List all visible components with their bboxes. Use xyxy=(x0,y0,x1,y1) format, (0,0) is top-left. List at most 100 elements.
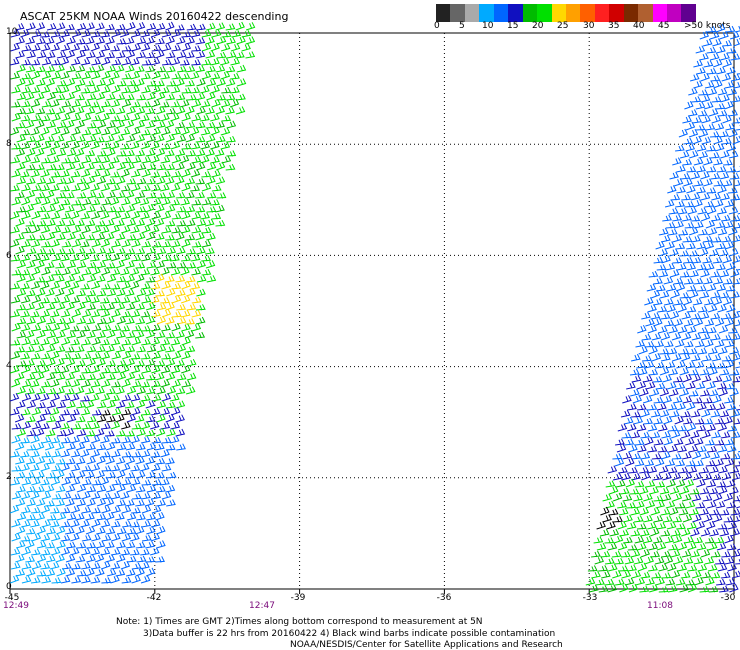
wind-barb xyxy=(21,364,31,374)
wind-barb xyxy=(141,59,152,66)
wind-barb xyxy=(15,346,26,353)
wind-barb xyxy=(65,92,76,101)
wind-barb xyxy=(688,250,699,257)
wind-barb xyxy=(160,422,171,430)
wind-barb xyxy=(639,466,649,474)
wind-barb xyxy=(685,361,696,369)
wind-barb xyxy=(181,112,191,122)
wind-barb xyxy=(725,382,736,390)
wind-barb xyxy=(121,225,131,234)
wind-barb xyxy=(100,379,111,388)
wind-barb xyxy=(36,401,46,409)
wind-barb xyxy=(675,578,686,586)
wind-barb xyxy=(657,402,667,411)
wind-barb xyxy=(106,471,116,479)
wind-barb xyxy=(116,499,126,507)
wind-barb xyxy=(690,171,701,180)
wind-barb xyxy=(624,556,635,565)
wind-barb xyxy=(76,470,86,479)
wind-barb xyxy=(702,38,713,47)
wind-barb xyxy=(176,134,187,143)
wind-barb xyxy=(686,422,697,432)
wind-barb xyxy=(11,269,22,276)
wind-barb xyxy=(110,44,121,52)
wind-barb xyxy=(235,51,245,59)
wind-barb xyxy=(191,241,202,248)
wind-barb xyxy=(185,105,195,115)
wind-barb xyxy=(20,128,31,136)
wind-barb xyxy=(641,355,652,362)
wind-barb xyxy=(665,241,675,250)
wind-barb xyxy=(96,414,107,423)
wind-barb xyxy=(151,505,162,514)
wind-barb xyxy=(131,43,141,52)
wind-barb xyxy=(76,541,87,549)
wind-barb xyxy=(140,253,151,262)
wind-barb xyxy=(36,177,47,185)
wind-barb xyxy=(643,417,653,425)
wind-barb xyxy=(136,206,147,213)
wind-barb xyxy=(90,183,100,192)
wind-barb xyxy=(95,36,106,45)
wind-barb xyxy=(200,212,210,220)
wind-barb xyxy=(106,387,116,395)
wind-barb xyxy=(653,256,664,264)
legend-swatch xyxy=(681,4,696,22)
wind-barb xyxy=(20,114,31,122)
wind-barb xyxy=(651,572,662,579)
wind-barb xyxy=(664,199,675,208)
legend-swatch xyxy=(652,4,667,22)
wind-barb xyxy=(206,22,216,31)
wind-barb xyxy=(225,106,235,115)
wind-barb xyxy=(40,504,51,514)
wind-barb xyxy=(30,506,41,514)
wind-barb xyxy=(26,247,37,255)
lon-tick--39: -39 xyxy=(290,593,306,603)
wind-barb xyxy=(101,283,111,290)
wind-barb xyxy=(655,382,666,390)
wind-barb xyxy=(146,345,157,353)
wind-barb xyxy=(94,553,105,563)
wind-barb xyxy=(663,437,673,446)
wind-barb xyxy=(51,421,62,430)
wind-barb xyxy=(135,470,146,479)
wind-barb xyxy=(686,325,697,334)
wind-barb xyxy=(667,585,678,593)
wind-barb xyxy=(15,191,25,199)
wind-barb xyxy=(36,247,47,255)
wind-barb xyxy=(717,422,728,432)
wind-speed-legend-labels: 0 5 10 15 20 25 30 35 40 45 >50 knots xyxy=(432,21,738,33)
wind-barb xyxy=(121,520,132,528)
wind-barb xyxy=(715,500,726,509)
wind-barb xyxy=(45,541,56,549)
wind-barb xyxy=(16,360,27,367)
wind-barb xyxy=(612,570,622,579)
wind-barb xyxy=(643,375,653,383)
wind-barb xyxy=(90,463,101,472)
wind-barb xyxy=(35,191,46,199)
wind-barb xyxy=(135,149,146,157)
wind-barb xyxy=(722,255,733,264)
wind-barb xyxy=(135,567,145,577)
wind-barb xyxy=(709,31,720,40)
wind-barb xyxy=(106,484,116,493)
wind-barb xyxy=(125,331,136,339)
wind-barb xyxy=(190,254,201,262)
wind-barb xyxy=(141,168,151,178)
wind-barb xyxy=(71,308,82,318)
wind-barb xyxy=(150,267,160,276)
wind-barb xyxy=(30,338,40,346)
wind-barb xyxy=(35,344,45,353)
wind-barb xyxy=(116,316,127,325)
wind-barb xyxy=(634,459,645,467)
wind-barb xyxy=(31,30,42,38)
wind-barb xyxy=(640,548,651,558)
wind-barb xyxy=(171,44,181,52)
wind-barb xyxy=(115,302,126,311)
wind-barb xyxy=(90,85,101,94)
wind-barb xyxy=(657,325,668,334)
wind-barb xyxy=(723,220,734,229)
wind-barb xyxy=(86,345,97,353)
wind-barb xyxy=(50,239,60,248)
wind-barb xyxy=(706,165,717,173)
